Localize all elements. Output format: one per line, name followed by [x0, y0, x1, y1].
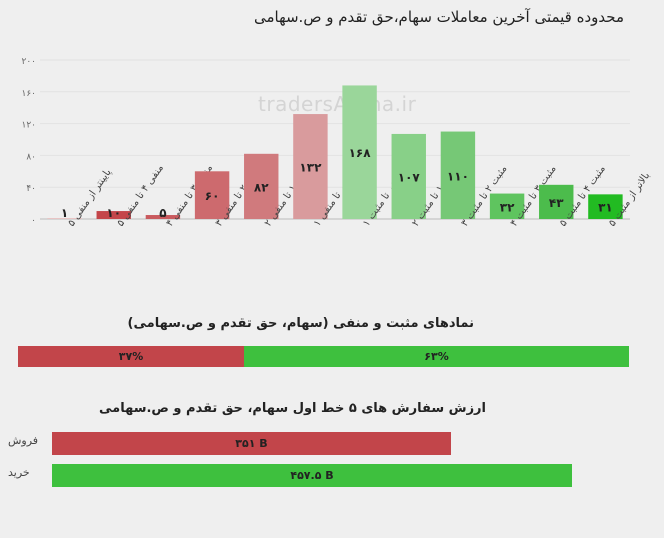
y-tick-label: ۲۰۰: [21, 57, 36, 67]
bar-value-label: ۸۲: [254, 180, 269, 194]
orders-title: ارزش سفارش های ۵ خط اول سهام، حق تقدم و …: [99, 401, 486, 416]
watermark: tradersArena.ir: [258, 92, 417, 116]
posneg-title: نمادهای مثبت و منفی (سهام، حق تقدم و ص.س…: [127, 316, 474, 331]
bar: [489, 193, 525, 219]
bar: [539, 184, 574, 219]
bar: [440, 131, 476, 219]
bar: [342, 85, 377, 219]
buy-label: خرید: [8, 466, 30, 479]
bar: [47, 218, 82, 219]
y-tick-label: ۱۶۰: [21, 89, 36, 99]
posneg-bar: ۳۷% ۶۳%: [18, 346, 629, 367]
y-tick-label: ۱۲۰: [21, 121, 36, 131]
bar-value-label: ۱۰۷: [398, 170, 421, 184]
buy-bar: ۴۵۷.۵ B: [52, 464, 572, 487]
bar-value-label: ۱: [61, 206, 68, 220]
bar: [145, 215, 181, 219]
bar-value-label: ۱۱۰: [447, 169, 469, 183]
bar-value-label: ۱۰: [106, 206, 121, 220]
bar-value-label: ۱۶۸: [349, 146, 372, 160]
positive-segment: ۶۳%: [244, 346, 629, 367]
bar: [244, 153, 279, 219]
bar-value-label: ۳۱: [598, 201, 613, 215]
y-tick-label: ۸۰: [26, 152, 36, 162]
bar-value-label: ۱۳۲: [299, 161, 322, 175]
bar-value-label: ۶۰: [205, 189, 220, 203]
y-tick-label: ۴۰: [26, 184, 36, 194]
negative-segment: ۳۷%: [18, 346, 245, 367]
y-tick-label: ۰: [31, 216, 36, 226]
sell-bar: ۳۵۱ B: [52, 432, 451, 455]
bar: [293, 114, 328, 219]
bar: [96, 211, 131, 219]
bar-value-label: ۵: [159, 206, 166, 220]
bar: [391, 133, 426, 219]
bar-value-label: ۴۳: [549, 196, 564, 210]
bar: [588, 194, 623, 219]
bar: [194, 171, 230, 219]
chart-title: محدوده قیمتی آخرین معاملات سهام،حق تقدم …: [253, 8, 624, 26]
bar-value-label: ۳۲: [500, 200, 515, 214]
sell-label: فروش: [8, 434, 39, 447]
